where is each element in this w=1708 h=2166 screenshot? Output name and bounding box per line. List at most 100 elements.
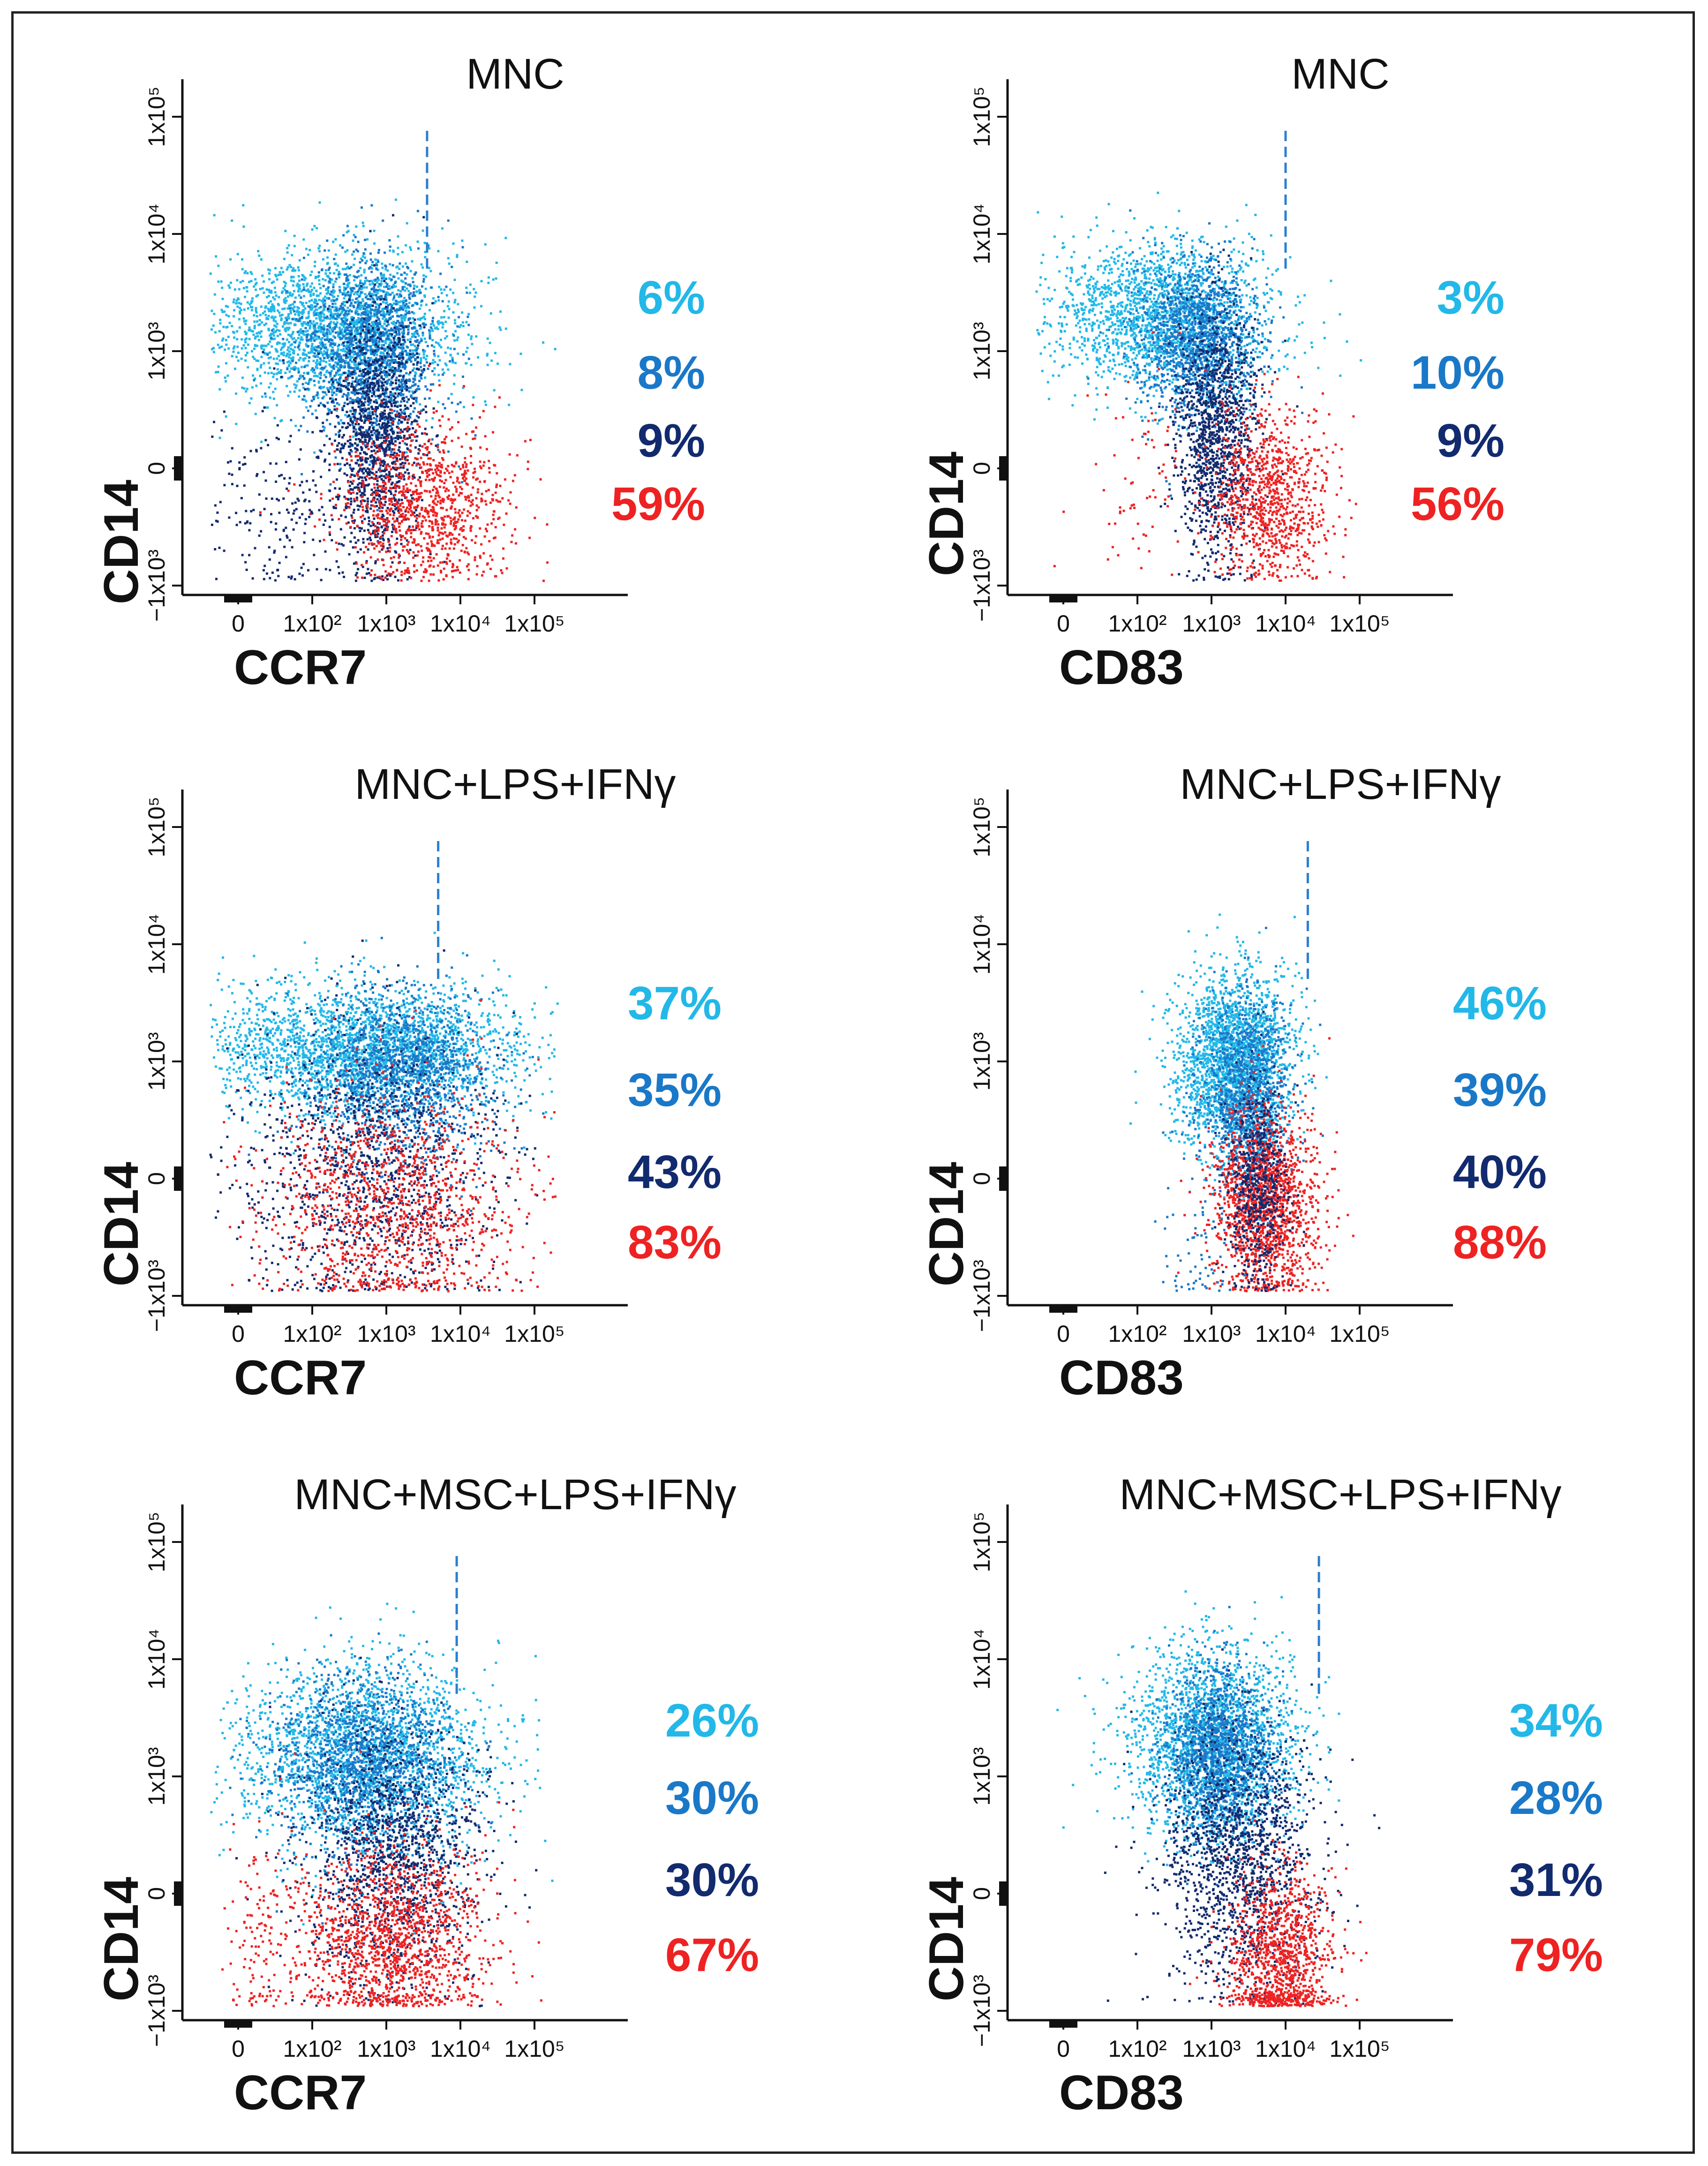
percent-light-blue: 34% [1509,1694,1603,1747]
y-tick-label: 1x10³ [143,322,170,380]
y-tick-label: 1x10⁵ [969,86,995,147]
y-tick-label: −1x10³ [969,1975,995,2047]
population-mid-blue [229,1632,493,1925]
percent-light-blue: 3% [1437,271,1505,324]
y-zero-marker [999,1881,1008,1906]
population-navy [211,351,376,582]
percent-red: 79% [1509,1929,1603,1981]
scatter-points [209,932,559,1293]
population-red [221,1752,303,2008]
scatter-points [210,1602,554,2008]
y-zero-marker [174,456,182,481]
percent-red: 56% [1411,478,1505,530]
x-tick-label: 0 [1057,610,1070,637]
population-red [1189,1819,1368,2008]
y-axis-label: CD14 [919,1877,974,2001]
flow-plot: MNC −1x10³ 0 1x10³ 1x10⁴ 1x10⁵ 0 1x10² 1x10³ 1x1… [94,50,705,695]
x-zero-marker [1049,595,1077,602]
percent-red: 67% [665,1929,759,1981]
percent-mid-blue: 39% [1453,1064,1547,1116]
y-axis-label: CD14 [94,480,149,604]
x-tick-label: 0 [1057,2036,1070,2062]
panel-mnc-ccr7: MNC −1x10³ 0 1x10³ 1x10⁴ 1x10⁵ 0 1x10² 1x10³ 1x1… [56,32,853,703]
percent-light-blue: 37% [628,977,722,1030]
y-axis-label: CD14 [94,1162,149,1286]
y-tick-label: 1x10³ [969,322,995,380]
x-tick-label: 1x10⁵ [504,610,564,637]
scatter-points [1035,191,1362,582]
x-tick-label: 1x10⁴ [1255,610,1316,637]
flow-plot: MNC+MSC+LPS+IFNγ −1x10³ 0 1x10³ 1x10⁴ 1x10⁵ 0… [919,1471,1603,2120]
y-tick-label: 1x10³ [143,1747,170,1805]
percent-red: 88% [1453,1216,1547,1269]
x-zero-marker [224,2020,252,2028]
x-tick-label: 1x10⁵ [1329,1321,1390,1347]
y-tick-label: 0 [143,1887,170,1900]
percent-navy: 40% [1453,1146,1547,1198]
x-axis-label: CD83 [1059,2066,1184,2120]
y-zero-marker [174,1881,182,1906]
x-tick-label: 1x10² [283,1321,341,1347]
x-axis-label: CCR7 [234,1351,367,1405]
x-tick-label: 1x10⁵ [504,1321,564,1347]
y-tick-label: −1x10³ [143,549,170,622]
x-tick-label: 1x10⁴ [430,1321,491,1347]
y-tick-label: 1x10⁴ [143,1629,170,1690]
panel-lps-ccr7: MNC+LPS+IFNγ −1x10³ 0 1x10³ 1x10⁴ 1x10⁵ 0 1x10… [56,743,853,1413]
x-tick-label: 1x10² [1108,2036,1166,2062]
y-tick-label: 0 [143,462,170,475]
y-tick-label: −1x10³ [143,1975,170,2047]
y-tick-label: −1x10³ [969,1260,995,1332]
x-zero-marker [1049,1305,1077,1313]
percent-navy: 9% [1437,414,1505,467]
flow-plot: MNC −1x10³ 0 1x10³ 1x10⁴ 1x10⁵ 0 1x10² 1x10³ 1x1… [919,50,1505,695]
x-tick-label: 0 [232,2036,245,2062]
axes: −1x10³ 0 1x10³ 1x10⁴ 1x10⁵ 0 1x10² 1x10³ 1x10⁴ 1x… [143,1504,628,2062]
percent-navy: 30% [665,1854,759,1906]
x-tick-label: 1x10³ [357,1321,415,1347]
x-tick-label: 1x10³ [357,610,415,637]
x-tick-label: 1x10⁴ [430,610,491,637]
percent-navy: 31% [1509,1854,1603,1906]
x-zero-marker [224,1305,252,1313]
x-tick-label: 0 [1057,1321,1070,1347]
x-tick-label: 1x10² [1108,610,1166,637]
y-axis-label: CD14 [94,1877,149,2001]
x-tick-label: 0 [232,610,245,637]
plot-title: MNC [1291,50,1390,98]
y-tick-label: 1x10⁵ [143,1512,170,1572]
percent-mid-blue: 8% [637,346,705,399]
flow-plot: MNC+LPS+IFNγ −1x10³ 0 1x10³ 1x10⁴ 1x10⁵ 0 1x10… [919,760,1547,1405]
x-tick-label: 1x10² [283,2036,341,2062]
population-red [1053,331,1249,576]
x-zero-marker [1049,2020,1077,2028]
y-axis-label: CD14 [919,1162,974,1286]
percent-light-blue: 26% [665,1694,759,1747]
y-tick-label: 0 [143,1172,170,1185]
y-tick-label: 1x10⁴ [143,914,170,975]
scatter-points [1129,913,1354,1293]
x-tick-label: 1x10³ [357,2036,415,2062]
percent-mid-blue: 30% [665,1772,759,1824]
x-axis-label: CCR7 [234,640,367,695]
population-mid-blue [1154,1157,1246,1292]
x-tick-label: 1x10⁴ [1255,2036,1316,2062]
axes: −1x10³ 0 1x10³ 1x10⁴ 1x10⁵ 0 1x10² 1x10³ 1x10⁴ 1x… [969,1504,1453,2062]
panel-mnc-cd83: MNC −1x10³ 0 1x10³ 1x10⁴ 1x10⁵ 0 1x10² 1x10³ 1x1… [881,32,1678,703]
panel-msc-cd83: MNC+MSC+LPS+IFNγ −1x10³ 0 1x10³ 1x10⁴ 1x10⁵ 0… [881,1458,1678,2128]
population-mid-blue [253,204,477,511]
x-zero-marker [224,595,252,602]
percent-light-blue: 46% [1453,977,1547,1030]
percent-red: 83% [628,1216,722,1269]
y-tick-label: 1x10⁵ [969,797,995,857]
x-tick-label: 1x10⁴ [1255,1321,1316,1347]
plot-title: MNC+LPS+IFNγ [354,760,676,808]
axes: −1x10³ 0 1x10³ 1x10⁴ 1x10⁵ 0 1x10² 1x10³ 1x10⁴ 1x… [143,79,628,637]
x-axis-label: CCR7 [234,2066,367,2120]
plot-title: MNC+MSC+LPS+IFNγ [1119,1471,1561,1519]
y-tick-label: 1x10⁴ [969,1629,995,1690]
x-axis-label: CD83 [1059,1351,1184,1405]
figure-frame: MNC −1x10³ 0 1x10³ 1x10⁴ 1x10⁵ 0 1x10² 1x10³ 1x1… [11,11,1695,2154]
y-tick-label: 1x10⁵ [969,1512,995,1572]
x-tick-label: 1x10⁵ [1329,2036,1390,2062]
